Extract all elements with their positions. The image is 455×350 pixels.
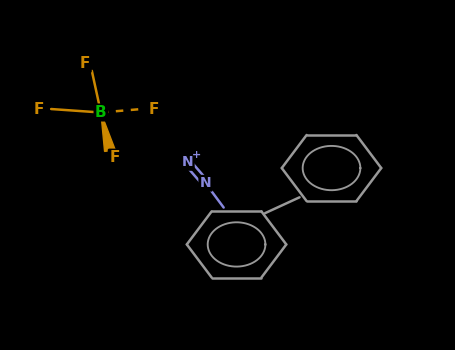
- Text: F: F: [80, 56, 90, 71]
- Text: N: N: [200, 176, 212, 190]
- Text: F: F: [33, 102, 44, 117]
- Text: B: B: [95, 105, 106, 120]
- Text: F: F: [109, 150, 120, 165]
- Polygon shape: [101, 112, 115, 152]
- Text: +: +: [192, 150, 201, 160]
- Text: N: N: [182, 155, 193, 169]
- Text: F: F: [149, 102, 159, 117]
